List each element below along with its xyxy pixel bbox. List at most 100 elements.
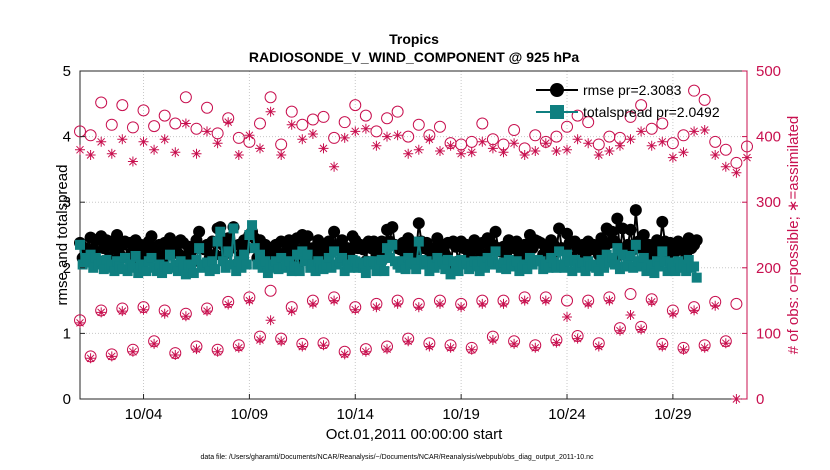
y2-tick-label: 400: [756, 129, 781, 146]
assimilated-obs-point: [720, 338, 731, 349]
totalspread-point: [636, 261, 647, 272]
assimilated-obs-point: [487, 335, 498, 345]
totalspread-point: [180, 269, 191, 280]
totalspread-point: [212, 236, 223, 247]
possible-obs-point: [190, 122, 203, 135]
totalspread-point: [670, 266, 681, 277]
totalspread-point: [273, 264, 284, 275]
assimilated-obs-point: [562, 144, 572, 155]
totalspread-point: [172, 266, 183, 277]
possible-obs-point: [592, 138, 605, 151]
totalspread-point: [239, 249, 250, 260]
possible-obs-point: [116, 99, 129, 112]
totalspread-point: [657, 246, 668, 257]
possible-obs-point: [709, 135, 722, 148]
y-tick-label: 0: [63, 391, 71, 408]
totalspread-point: [472, 259, 483, 270]
totalspread-point: [260, 256, 271, 267]
totalspread-point: [466, 261, 477, 272]
y-axis-ticks: 0 1 2 3 4 5: [63, 63, 85, 408]
totalspread-point: [376, 254, 387, 265]
totalspread-point: [509, 261, 520, 272]
y2-tick-label: 100: [756, 325, 781, 342]
possible-obs-point: [264, 91, 277, 104]
assimilated-obs-point: [509, 338, 520, 349]
assimilated-obs-point: [159, 308, 170, 319]
totalspread-point: [151, 266, 162, 277]
assimilated-obs-point: [530, 342, 541, 353]
assimilated-obs-point: [170, 147, 181, 158]
assimilated-obs-point: [625, 310, 636, 320]
totalspread-point: [247, 220, 258, 231]
assimilated-obs-point: [498, 298, 509, 309]
assimilated-obs-point: [297, 341, 308, 352]
assimilated-obs-point: [202, 306, 212, 317]
totalspread-point: [543, 262, 554, 273]
totalspread-point: [689, 261, 700, 272]
assimilated-obs-point: [117, 306, 128, 317]
totalspread-point: [633, 256, 644, 267]
assimilated-obs-point: [456, 148, 467, 159]
totalspread-point: [612, 243, 623, 254]
assimilated-obs-point: [191, 148, 202, 159]
totalspread-point: [601, 249, 612, 260]
possible-obs-point: [656, 117, 669, 130]
totalspread-point: [379, 266, 390, 277]
totalspread-point: [408, 257, 419, 268]
totalspread-point: [681, 266, 692, 277]
assimilated-obs-point: [615, 325, 625, 336]
assimilated-obs-point: [265, 315, 276, 326]
totalspread-point: [652, 256, 663, 267]
possible-obs-point: [635, 99, 648, 112]
totalspread-point: [228, 223, 239, 234]
totalspread-point: [339, 266, 350, 277]
series-assimilated-upper: [75, 106, 752, 178]
possible-obs-point: [412, 118, 425, 131]
assimilated-obs-point: [435, 146, 445, 156]
totalspread-point: [297, 246, 308, 257]
legend-totalspread-marker: [550, 105, 564, 119]
totalspread-point: [482, 252, 493, 263]
assimilated-obs-point: [170, 350, 181, 360]
assimilated-obs-point: [255, 143, 265, 154]
totalspread-point: [164, 249, 175, 260]
totalspread-point: [225, 259, 236, 270]
rmse-point: [656, 215, 669, 228]
series-layer: [74, 84, 753, 404]
assimilated-obs-point: [583, 298, 594, 309]
rmse-point: [624, 223, 637, 236]
totalspread-point: [662, 266, 673, 277]
totalspread-point: [236, 262, 247, 273]
assimilated-obs-point: [212, 138, 223, 149]
totalspread-point: [310, 266, 321, 277]
y2-tick-label: 500: [756, 63, 781, 80]
totalspread-point: [625, 250, 636, 261]
totalspread-point: [691, 272, 702, 283]
totalspread-point: [461, 257, 472, 268]
assimilated-obs-point: [350, 304, 361, 315]
legend-rmse-label: rmse pr=2.3083: [583, 82, 682, 98]
x-tick-label: 10/04: [125, 406, 163, 423]
assimilated-obs-point: [636, 126, 647, 137]
y2-axis-label: # of obs: o=possible; ∗=assimilated: [785, 116, 802, 355]
totalspread-point: [498, 257, 509, 268]
assimilated-obs-point: [731, 394, 742, 404]
totalspread-point: [450, 259, 461, 270]
totalspread-point: [96, 256, 107, 267]
totalspread-point: [186, 262, 197, 273]
totalspread-point: [289, 261, 300, 272]
totalspread-point: [231, 266, 242, 277]
totalspread-point: [191, 254, 202, 265]
totalspread-point: [607, 252, 618, 263]
totalspread-point: [564, 256, 575, 267]
assimilated-obs-point: [689, 126, 700, 137]
assimilated-obs-point: [540, 295, 551, 306]
rmse-point: [193, 225, 206, 238]
assimilated-obs-point: [265, 106, 276, 117]
totalspread-point: [252, 259, 263, 270]
totalspread-point: [501, 264, 512, 275]
x-tick-label: 10/24: [548, 406, 586, 423]
assimilated-obs-point: [678, 344, 689, 355]
data-file-footnote: data file: /Users/gharamti/Documents/NCA…: [200, 454, 594, 461]
